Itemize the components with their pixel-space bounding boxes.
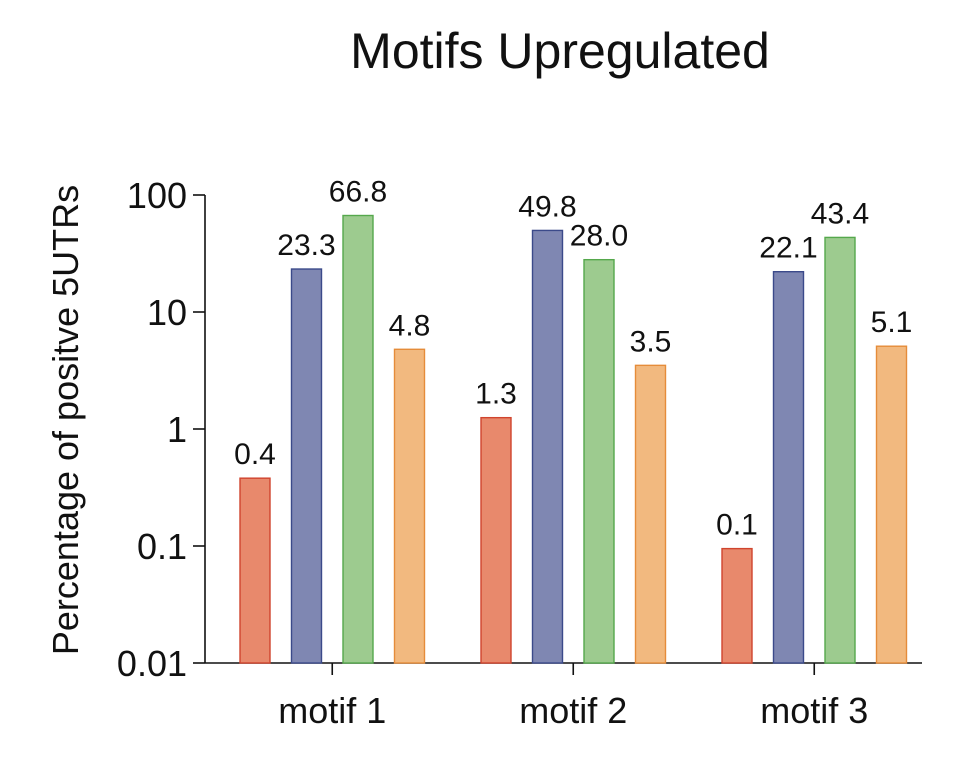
bar — [290, 268, 323, 664]
bar — [239, 477, 271, 664]
y-tick-label: 1 — [167, 409, 187, 450]
bar — [772, 271, 805, 664]
bar — [531, 229, 564, 664]
bar-value-label: 49.8 — [518, 190, 576, 223]
y-axis-label: Percentage of positve 5UTRs — [45, 185, 86, 655]
bar-value-label: 3.5 — [630, 325, 672, 358]
bar-value-label: 5.1 — [871, 306, 913, 339]
y-tick-label: 0.1 — [137, 526, 187, 567]
bar — [721, 547, 753, 664]
bar-value-label: 66.8 — [329, 176, 387, 209]
y-tick-label: 100 — [127, 175, 187, 216]
bar — [824, 236, 856, 664]
x-axis: motif 1 motif 2 motif 3 — [205, 662, 922, 731]
bar — [393, 348, 426, 664]
bar-value-label: 23.3 — [277, 229, 335, 262]
y-tick-label: 10 — [147, 292, 187, 333]
y-axis: 100 10 1 0.1 0.01 — [117, 175, 206, 684]
bar-value-label: 4.8 — [389, 309, 431, 342]
bar-value-label: 1.3 — [475, 378, 517, 411]
bar — [342, 214, 374, 664]
y-tick-label: 0.01 — [117, 643, 187, 684]
bar — [875, 345, 908, 664]
bars: 0.4 23.3 66.8 4.8 1.3 49.828.0 3.5 0.1 22.143.4 5… — [234, 176, 913, 664]
bar-value-label: 28.0 — [570, 220, 628, 253]
x-tick-label: motif 1 — [278, 690, 386, 731]
x-tick-label: motif 3 — [760, 690, 868, 731]
bar — [634, 364, 667, 664]
bar-value-label: 22.1 — [759, 232, 817, 265]
bar — [480, 416, 512, 664]
bar-value-label: 0.4 — [234, 438, 276, 471]
bar — [583, 258, 615, 664]
x-tick-label: motif 2 — [519, 690, 627, 731]
bar-value-label: 43.4 — [811, 197, 869, 230]
chart-title: Motifs Upregulated — [350, 23, 770, 79]
bar-value-label: 0.1 — [716, 509, 758, 542]
